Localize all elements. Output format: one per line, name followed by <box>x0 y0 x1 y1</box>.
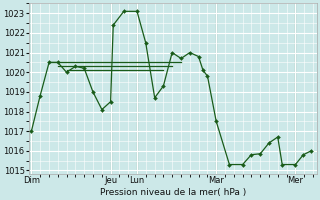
X-axis label: Pression niveau de la mer( hPa ): Pression niveau de la mer( hPa ) <box>100 188 246 197</box>
